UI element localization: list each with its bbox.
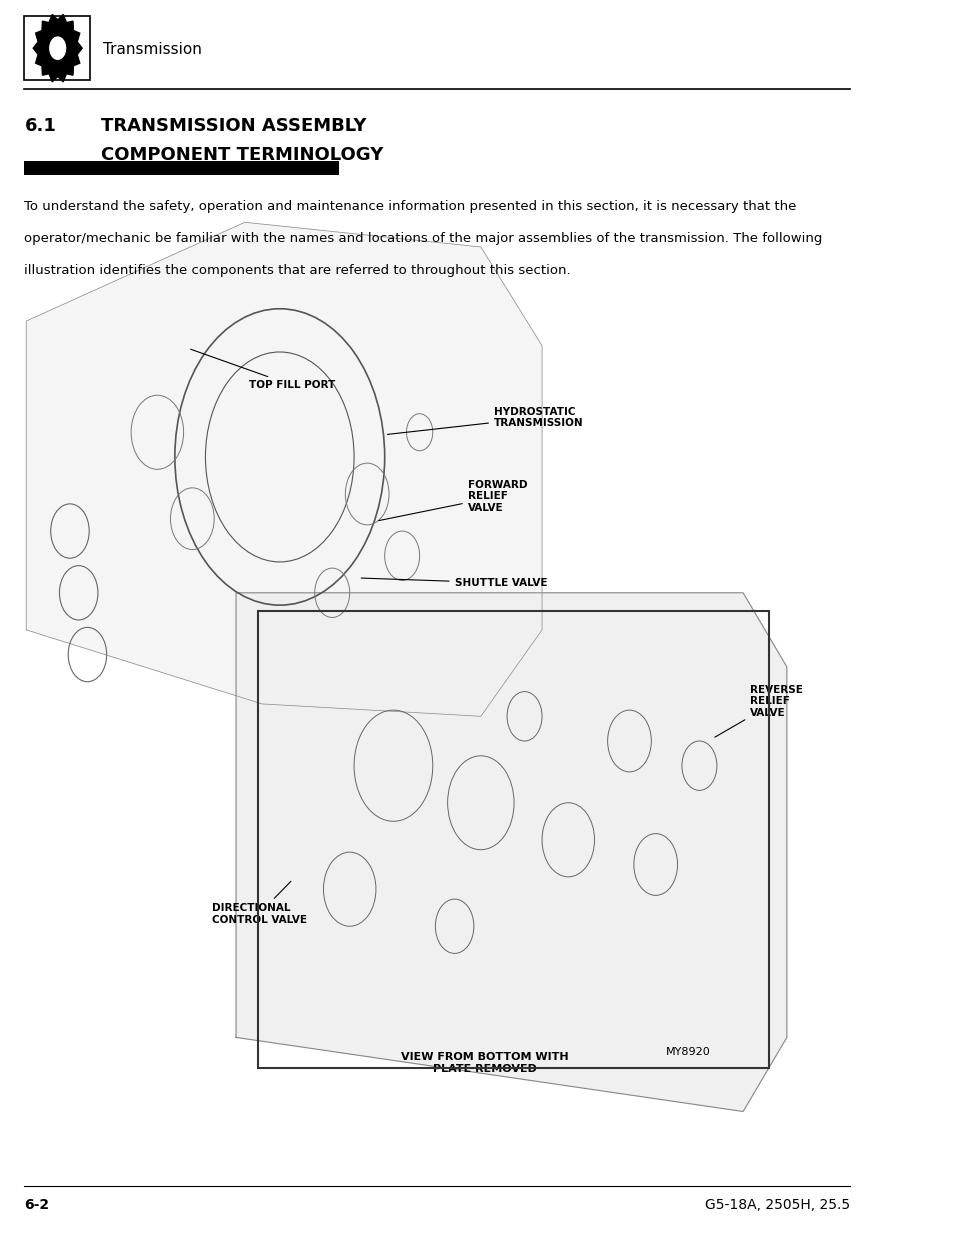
Bar (257, 611, 768, 1068)
Text: DIRECTIONAL
CONTROL VALVE: DIRECTIONAL CONTROL VALVE (212, 882, 306, 925)
Text: Transmission: Transmission (103, 42, 202, 57)
Text: MY8920: MY8920 (665, 1047, 710, 1057)
Polygon shape (235, 593, 786, 1112)
Text: SHUTTLE VALVE: SHUTTLE VALVE (361, 578, 547, 588)
Text: VIEW FROM BOTTOM WITH
PLATE REMOVED: VIEW FROM BOTTOM WITH PLATE REMOVED (401, 1052, 568, 1073)
Text: HYDROSTATIC
TRANSMISSION: HYDROSTATIC TRANSMISSION (387, 406, 583, 435)
Text: COMPONENT TERMINOLOGY: COMPONENT TERMINOLOGY (100, 146, 382, 164)
Text: TOP FILL PORT: TOP FILL PORT (191, 350, 335, 390)
Polygon shape (26, 222, 541, 716)
FancyBboxPatch shape (25, 16, 90, 80)
Text: REVERSE
RELIEF
VALVE: REVERSE RELIEF VALVE (714, 685, 802, 737)
Text: To understand the safety, operation and maintenance information presented in thi: To understand the safety, operation and … (25, 200, 796, 214)
Text: 6-2: 6-2 (25, 1198, 50, 1212)
Text: TRANSMISSION ASSEMBLY: TRANSMISSION ASSEMBLY (100, 117, 366, 136)
Text: operator/mechanic be familiar with the names and locations of the major assembli: operator/mechanic be familiar with the n… (25, 232, 822, 246)
Text: illustration identifies the components that are referred to throughout this sect: illustration identifies the components t… (25, 264, 571, 278)
Polygon shape (50, 37, 66, 59)
Text: 6.1: 6.1 (25, 117, 56, 136)
Bar (25, 161, 339, 175)
Polygon shape (33, 15, 82, 82)
Text: G5-18A, 2505H, 25.5: G5-18A, 2505H, 25.5 (704, 1198, 849, 1212)
Text: FORWARD
RELIEF
VALVE: FORWARD RELIEF VALVE (378, 480, 527, 521)
